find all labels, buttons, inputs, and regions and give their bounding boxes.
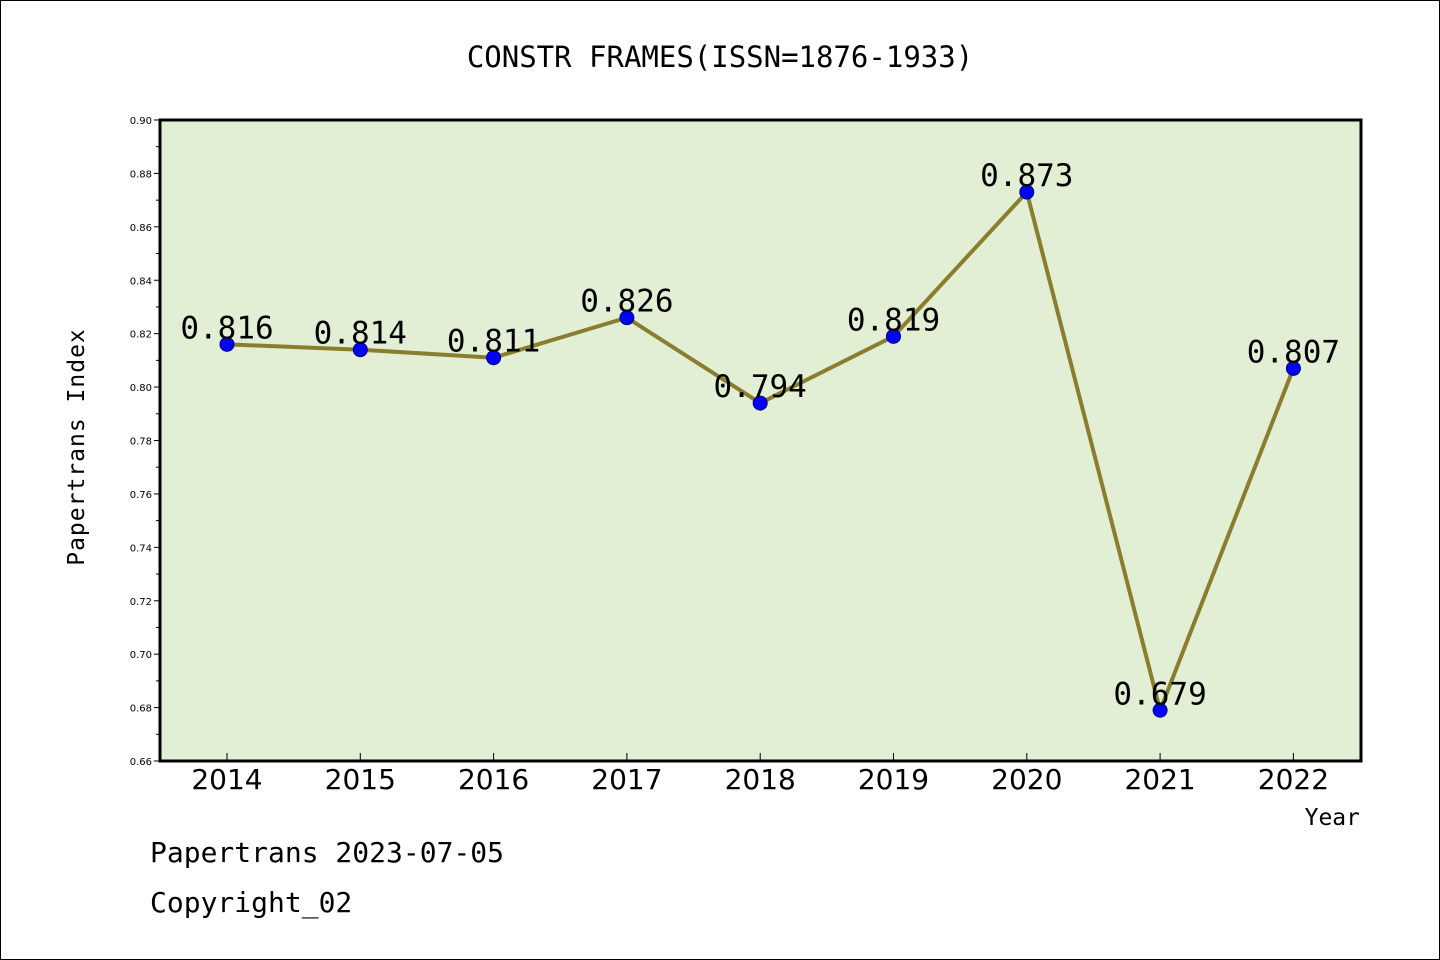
data-point — [1285, 360, 1301, 376]
x-tick-label: 2014 — [191, 763, 262, 796]
x-tick-label: 2016 — [458, 763, 529, 796]
footer-date: Papertrans 2023-07-05 — [150, 836, 505, 869]
y-tick-label: 0.88 — [130, 169, 152, 180]
x-tick-label: 2018 — [725, 763, 796, 796]
plot-area — [158, 118, 1363, 763]
data-label: 0.679 — [1113, 676, 1206, 712]
x-tick-label: 2015 — [325, 763, 396, 796]
x-axis-label: Year — [1305, 805, 1360, 831]
footer-copyright: Copyright_02 — [150, 886, 353, 919]
data-label: 0.873 — [980, 158, 1073, 194]
y-tick-label: 0.68 — [130, 704, 152, 715]
data-point — [619, 310, 635, 326]
y-tick-label: 0.74 — [130, 543, 152, 554]
data-label: 0.794 — [714, 369, 807, 405]
data-point — [1019, 184, 1035, 200]
y-tick-label: 0.66 — [130, 757, 152, 768]
data-label: 0.814 — [314, 316, 407, 352]
y-tick-label: 0.82 — [130, 330, 152, 341]
y-tick-label: 0.90 — [130, 116, 152, 127]
x-tick-label: 2021 — [1124, 763, 1195, 796]
y-tick-label: 0.78 — [130, 437, 152, 448]
x-tick-label: 2019 — [858, 763, 929, 796]
x-tick-label: 2017 — [591, 763, 662, 796]
data-label: 0.826 — [580, 284, 673, 320]
data-point — [352, 342, 368, 358]
series-group — [219, 184, 1301, 718]
x-tick-label: 2022 — [1258, 763, 1329, 796]
data-point — [219, 336, 235, 352]
y-tick-label: 0.72 — [130, 597, 152, 608]
y-axis-ticks: 0.66 0.68 0.70 0.72 0.74 0.76 0.78 0.80 0.82 0.84… — [130, 116, 160, 768]
y-tick-label: 0.84 — [130, 276, 152, 287]
data-label: 0.807 — [1247, 334, 1340, 370]
chart-title: CONSTR FRAMES(ISSN=1876-1933) — [467, 40, 973, 74]
x-tick-label: 2020 — [991, 763, 1062, 796]
data-point — [1152, 702, 1168, 718]
data-point — [752, 395, 768, 411]
data-labels-group: 0.816 0.814 0.811 0.826 0.794 0.819 0.873 0.679… — [180, 158, 1340, 712]
y-axis-label: Papertrans Index — [64, 328, 90, 566]
y-tick-label: 0.76 — [130, 490, 152, 501]
y-tick-label: 0.86 — [130, 223, 152, 234]
data-label: 0.816 — [180, 310, 273, 346]
y-tick-label: 0.70 — [130, 650, 152, 661]
data-label: 0.819 — [847, 302, 940, 338]
x-axis-ticks: 2014 2015 2016 2017 2018 2019 2020 2021 2022 — [191, 753, 1329, 796]
data-point — [486, 350, 502, 366]
data-label: 0.811 — [447, 324, 540, 360]
data-point — [886, 328, 901, 344]
y-tick-label: 0.80 — [130, 383, 152, 394]
